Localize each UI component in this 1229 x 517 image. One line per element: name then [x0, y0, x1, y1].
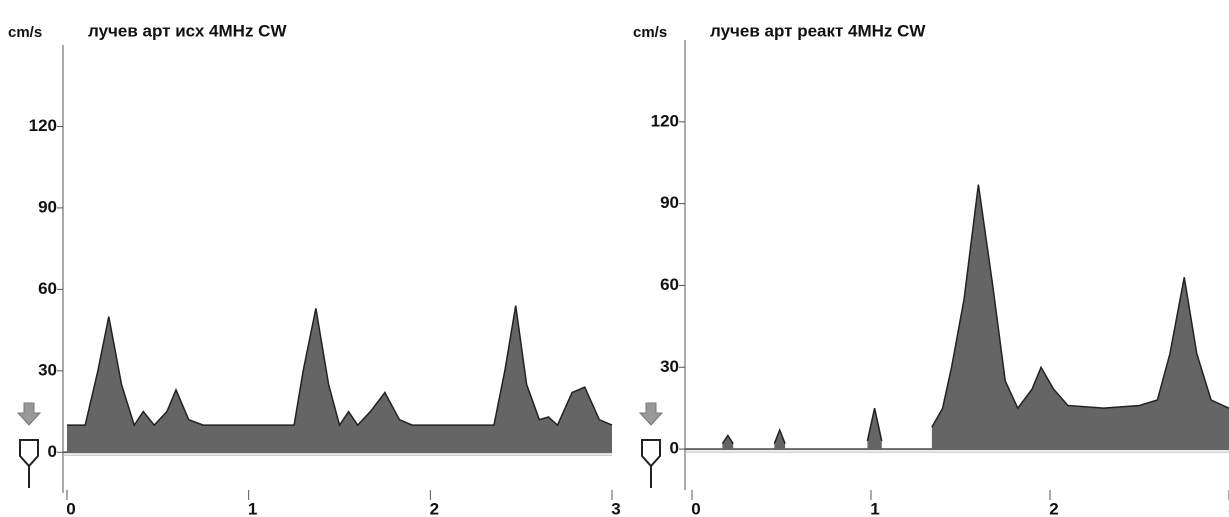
- x-tick-label: 2: [1049, 499, 1058, 517]
- spectrum-fill: [722, 185, 1229, 450]
- y-tick-label: 30: [38, 360, 57, 379]
- marker-arrow: [18, 403, 40, 425]
- chart-title: лучев арт реакт 4MHz CW: [710, 21, 926, 40]
- x-tick-label: 1: [248, 499, 257, 517]
- x-tick-label: 3: [611, 499, 620, 517]
- doppler-charts: лучев арт исх 4MHz CWcm/s03060901200123л…: [0, 0, 1229, 517]
- y-axis-unit: cm/s: [633, 24, 667, 41]
- y-tick-label: 0: [48, 442, 57, 461]
- x-tick-label: 2: [430, 499, 439, 517]
- spectrum-fill: [67, 306, 612, 453]
- y-tick-label: 0: [670, 439, 679, 458]
- probe-icon: [20, 440, 38, 466]
- chart-title: лучев арт исх 4MHz CW: [88, 21, 287, 40]
- y-tick-label: 30: [660, 357, 679, 376]
- y-tick-label: 120: [29, 116, 57, 135]
- y-tick-label: 60: [38, 279, 57, 298]
- y-axis-unit: cm/s: [8, 24, 42, 41]
- y-tick-label: 60: [660, 275, 679, 294]
- y-tick-label: 90: [660, 193, 679, 212]
- y-tick-label: 120: [651, 111, 679, 130]
- marker-arrow: [640, 403, 662, 425]
- probe-icon: [642, 440, 660, 466]
- x-tick-label: 1: [870, 499, 879, 517]
- x-tick-label: 0: [691, 499, 700, 517]
- x-tick-label: 0: [66, 499, 75, 517]
- y-tick-label: 90: [38, 197, 57, 216]
